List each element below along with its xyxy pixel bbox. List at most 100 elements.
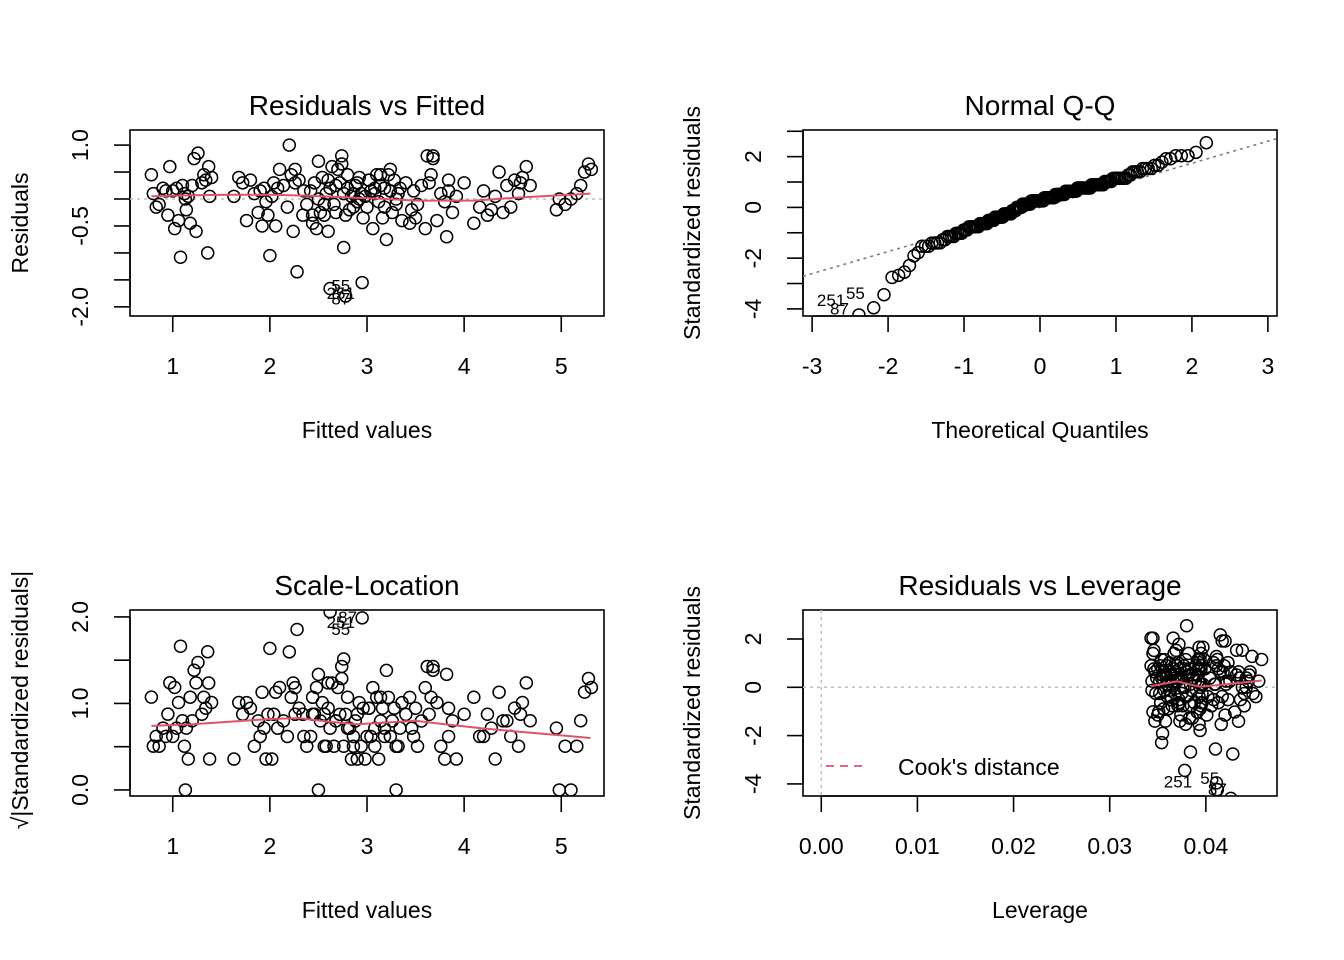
data-point-group: [1144, 618, 1269, 796]
data-point: [272, 162, 287, 177]
data-point: [344, 752, 359, 766]
data-point: [161, 208, 175, 222]
data-point: [445, 714, 460, 728]
data-point: [327, 739, 341, 754]
data-point: [227, 189, 241, 204]
data-point: [519, 676, 534, 690]
data-point: [1226, 747, 1240, 761]
panel-title: Residuals vs Fitted: [249, 90, 486, 121]
data-point: [334, 157, 349, 171]
data-point: [408, 211, 423, 225]
data-point: [1172, 692, 1186, 707]
y-axis-label: Standardized residuals: [679, 586, 705, 820]
data-point: [467, 690, 481, 704]
data-point: [1179, 618, 1194, 633]
y-tick-label: 0: [740, 201, 766, 214]
data-point: [1168, 671, 1182, 685]
qq-point: [852, 308, 866, 316]
data-point: [1194, 658, 1208, 673]
data-point: [371, 752, 386, 766]
data-point: [1145, 674, 1159, 688]
data-point: [1209, 776, 1224, 790]
qq-point: [1199, 135, 1214, 150]
data-point: [290, 622, 304, 637]
data-point: [430, 213, 444, 228]
y-tick-label: -2: [740, 725, 766, 745]
data-point: [523, 714, 537, 728]
qq-point: [915, 239, 929, 254]
data-point: [402, 690, 417, 705]
data-point: [201, 676, 216, 690]
x-axis-label: Theoretical Quantiles: [931, 417, 1148, 443]
x-tick-label: -1: [954, 353, 974, 379]
data-point: [267, 707, 281, 722]
data-point: [280, 200, 295, 214]
data-point: [496, 714, 510, 728]
qq-point: [877, 287, 891, 302]
data-point: [144, 690, 159, 704]
data-point: [379, 663, 394, 678]
data-point: [268, 685, 283, 700]
data-point: [1245, 649, 1259, 664]
y-tick-label: 1.0: [67, 129, 93, 161]
data-point: [1155, 726, 1170, 741]
data-point: [261, 707, 275, 722]
data-point: [243, 173, 258, 187]
data-point: [333, 707, 347, 722]
data-point: [395, 213, 409, 228]
data-point: [1193, 680, 1207, 695]
cooks-distance-legend-label: Cook's distance: [898, 754, 1060, 780]
data-point: [167, 221, 182, 236]
data-point: [255, 685, 269, 700]
data-point: [1210, 782, 1225, 796]
data-point: [321, 701, 335, 716]
data-point: [163, 676, 177, 690]
data-point: [1183, 745, 1198, 759]
data-point: [342, 203, 357, 217]
y-tick-label: 1.0: [67, 687, 93, 719]
data-point: [290, 265, 304, 279]
data-point: [573, 178, 588, 193]
data-point: [1162, 683, 1177, 698]
data-point: [253, 184, 267, 198]
data-point: [408, 701, 423, 715]
data-point: [191, 655, 205, 670]
data-point: [373, 690, 388, 704]
data-point: [232, 695, 246, 710]
data-point: [1166, 631, 1180, 645]
data-point: [426, 151, 440, 166]
data-point: [577, 685, 592, 699]
data-point: [362, 173, 376, 187]
outlier-id-label: 55: [846, 284, 865, 303]
data-point: [235, 176, 250, 190]
y-tick-label: 2: [740, 633, 766, 646]
data-point: [492, 165, 506, 179]
data-point-group: [144, 610, 599, 796]
data-point: [513, 707, 528, 722]
outlier-id-label: 87: [338, 608, 357, 627]
qq-point: [1159, 152, 1173, 166]
data-point: [577, 165, 592, 179]
data-point: [288, 162, 302, 177]
data-point: [404, 203, 419, 217]
data-point: [321, 676, 335, 690]
residuals-vs-leverage-panel: Residuals vs Leverage Leverage Standardi…: [679, 570, 1278, 923]
data-point: [504, 200, 518, 214]
data-point: [426, 659, 440, 674]
data-point: [449, 752, 464, 766]
data-point: [297, 729, 311, 744]
data-point: [1229, 643, 1244, 658]
data-point: [362, 701, 376, 715]
data-point: [1224, 791, 1238, 796]
outlier-id-label: 87: [331, 290, 350, 309]
data-point: [311, 154, 326, 169]
data-point: [1173, 714, 1187, 728]
data-point: [422, 176, 436, 190]
normal-qq-panel: Normal Q-Q Theoretical Quantiles Standar…: [679, 90, 1278, 443]
data-point: [239, 213, 254, 228]
data-point: [393, 181, 407, 195]
data-point: [379, 232, 394, 247]
data-point: [492, 685, 506, 699]
data-point: [189, 224, 203, 239]
